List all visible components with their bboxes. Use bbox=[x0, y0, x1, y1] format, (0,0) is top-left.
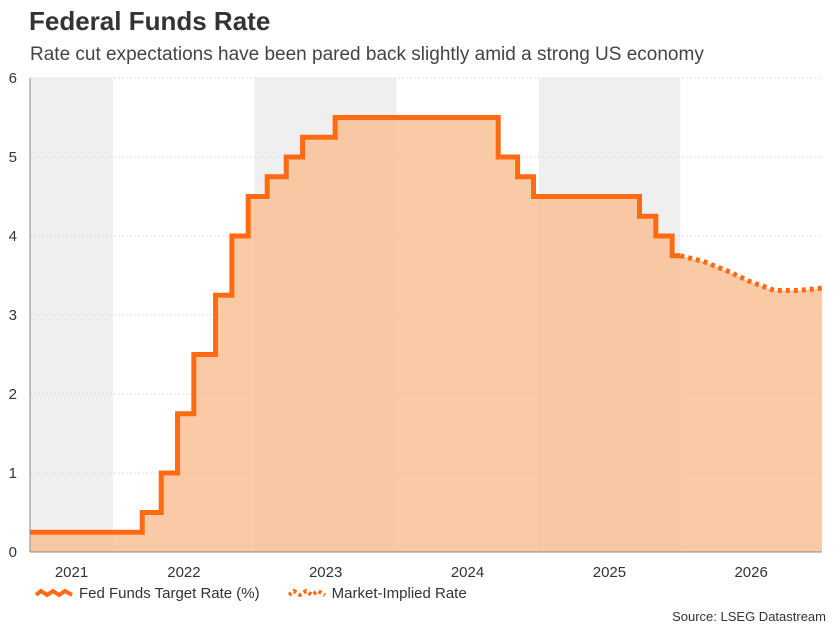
y-tick-label: 3 bbox=[9, 307, 17, 324]
x-tick-label: 2024 bbox=[451, 564, 484, 581]
x-tick-label: 2025 bbox=[593, 564, 626, 581]
y-tick-label: 4 bbox=[9, 228, 17, 245]
area-fill bbox=[30, 117, 822, 552]
legend-label-target-rate: Fed Funds Target Rate (%) bbox=[79, 585, 260, 602]
legend: Fed Funds Target Rate (%) Market-Implied… bbox=[35, 585, 495, 602]
chart-subtitle: Rate cut expectations have been pared ba… bbox=[30, 44, 704, 65]
x-tick-label: 2023 bbox=[309, 564, 342, 581]
legend-solid-swatch bbox=[35, 588, 73, 597]
series-line-target-rate bbox=[30, 115, 681, 535]
y-tick-label: 0 bbox=[9, 544, 17, 561]
y-tick-label: 2 bbox=[9, 386, 17, 403]
y-tick-label: 6 bbox=[9, 70, 17, 87]
y-tick-label: 1 bbox=[9, 465, 17, 482]
series-line-market-rate bbox=[679, 253, 823, 294]
x-tick-label: 2026 bbox=[734, 564, 767, 581]
source-note: Source: LSEG Datastream bbox=[672, 609, 826, 624]
y-tick-label: 5 bbox=[9, 149, 17, 166]
legend-label-market-rate: Market-Implied Rate bbox=[331, 585, 467, 602]
legend-item-target-rate: Fed Funds Target Rate (%) bbox=[35, 585, 260, 602]
legend-dotted-swatch bbox=[287, 588, 326, 597]
chart-title: Federal Funds Rate bbox=[29, 6, 271, 36]
x-tick-label: 2021 bbox=[55, 564, 88, 581]
legend-item-market-rate: Market-Implied Rate bbox=[287, 585, 467, 602]
x-tick-label: 2022 bbox=[167, 564, 200, 581]
